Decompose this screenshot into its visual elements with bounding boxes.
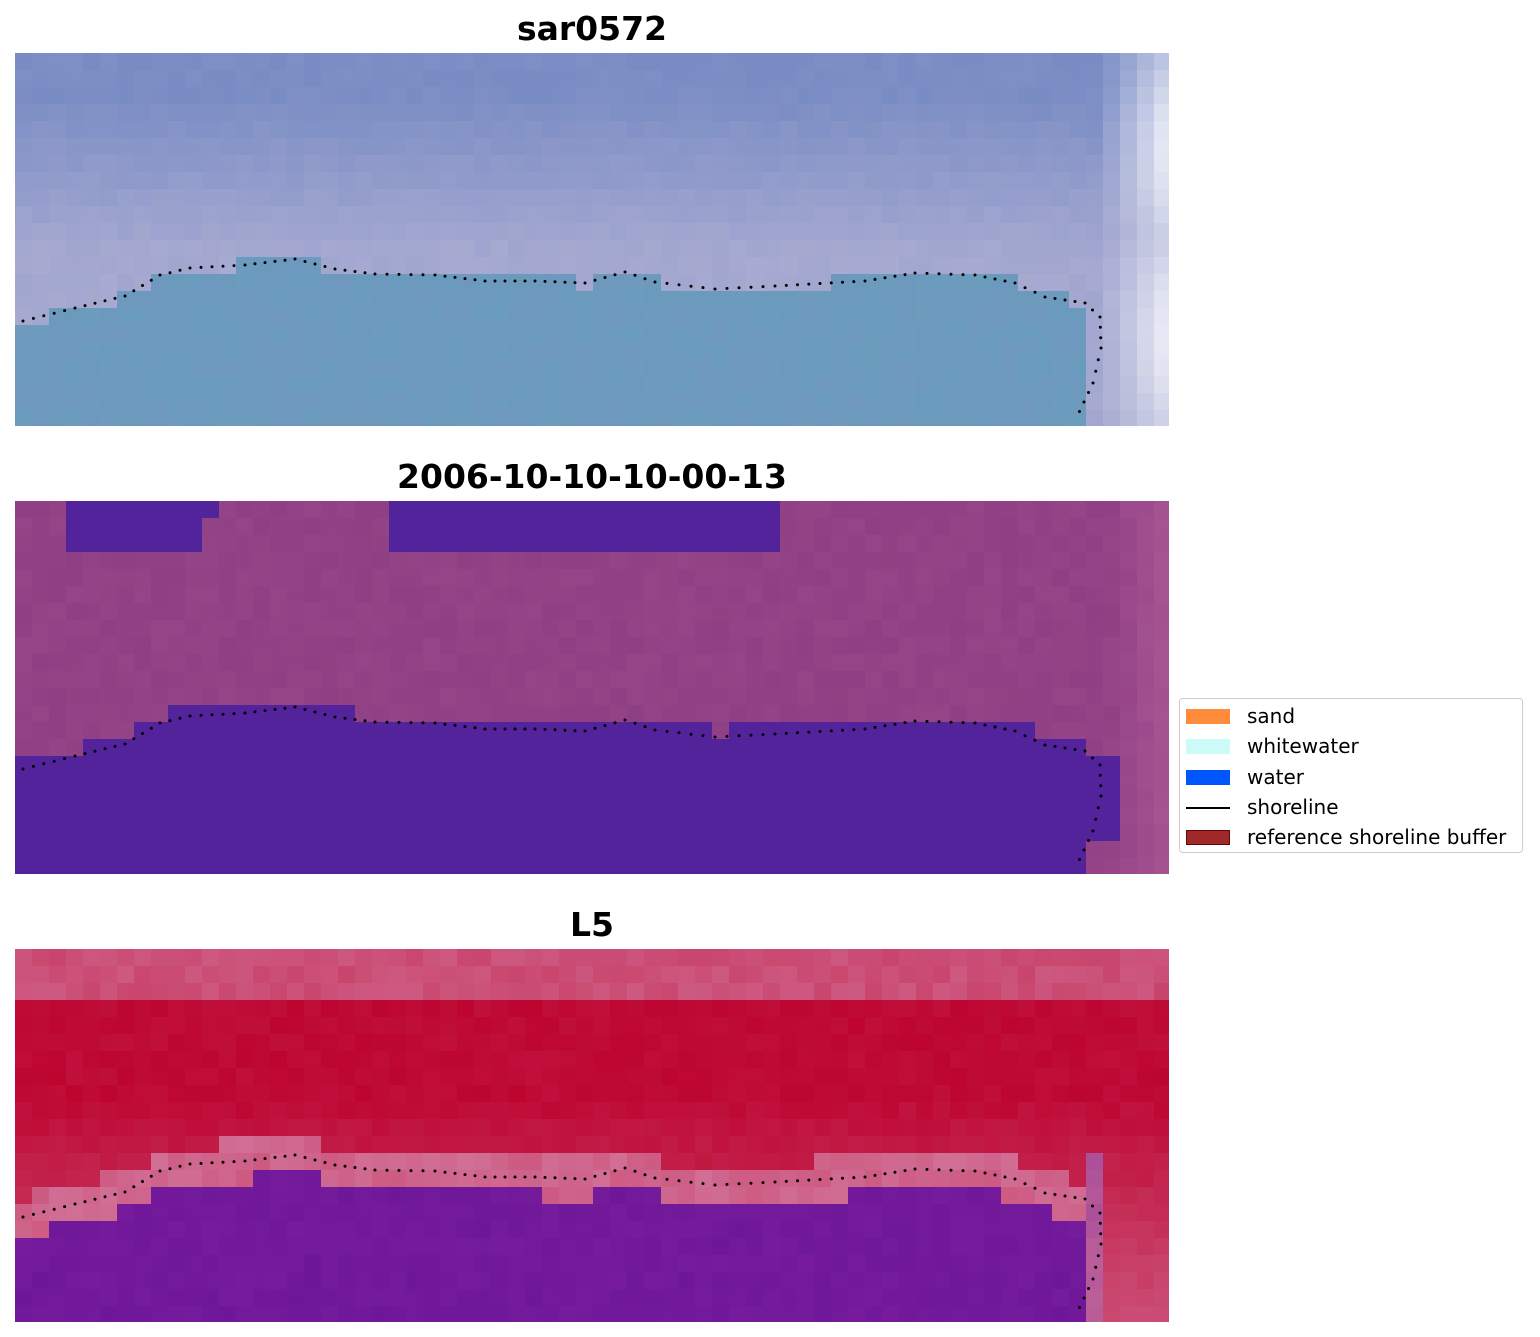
shoreline-dots-classified: [21, 705, 1103, 861]
sar-pixel-grid: [15, 53, 1169, 426]
panel-title-sar: sar0572: [516, 9, 668, 48]
shoreline-swatch: [1186, 807, 1230, 809]
image-panel-index: [15, 949, 1169, 1322]
image-panel-classified: [15, 501, 1169, 874]
legend-item-reference-buffer: reference shoreline buffer: [1186, 822, 1522, 852]
legend-label-water: water: [1247, 765, 1304, 789]
water-swatch: [1186, 770, 1230, 785]
image-panel-sar: [15, 53, 1169, 426]
legend: sand whitewater water shoreline referenc…: [1179, 698, 1523, 853]
classified-pixel-grid: [15, 501, 1169, 874]
reference-buffer-swatch: [1186, 830, 1230, 845]
legend-item-shoreline: shoreline: [1186, 792, 1522, 822]
panel-title-classified: 2006-10-10-10-00-13: [397, 457, 787, 496]
index-pixel-grid: [15, 949, 1169, 1322]
shoreline-dots-sar: [21, 257, 1103, 413]
legend-label-sand: sand: [1247, 704, 1296, 728]
legend-item-whitewater: whitewater: [1186, 731, 1522, 761]
legend-item-sand: sand: [1186, 701, 1522, 731]
legend-label-reference-buffer: reference shoreline buffer: [1247, 825, 1507, 849]
legend-label-whitewater: whitewater: [1247, 734, 1359, 758]
shoreline-dots-index: [21, 1153, 1103, 1309]
panel-title-index: L5: [570, 905, 614, 944]
sand-swatch: [1186, 709, 1230, 724]
legend-item-water: water: [1186, 762, 1522, 792]
legend-label-shoreline: shoreline: [1247, 795, 1339, 819]
whitewater-swatch: [1186, 739, 1230, 754]
